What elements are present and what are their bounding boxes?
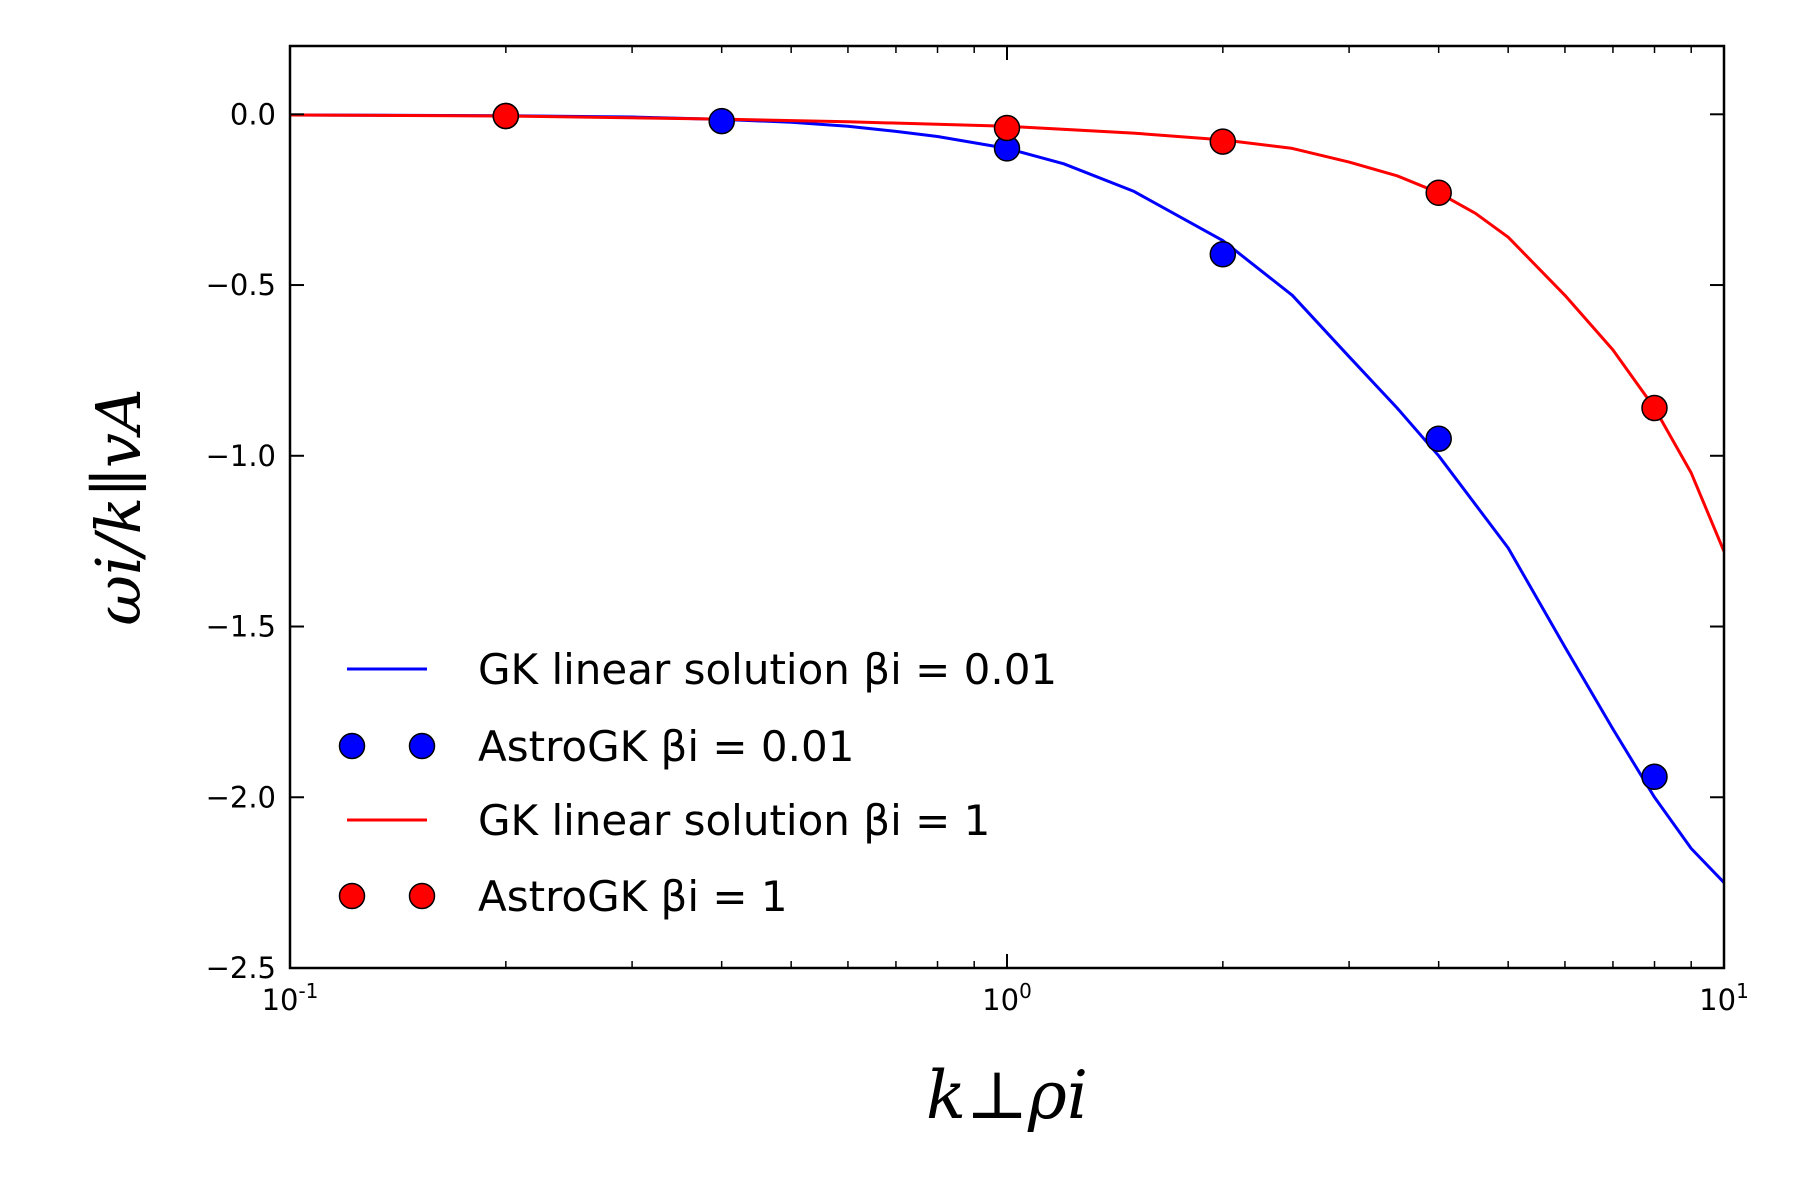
y-tick-labels: 0.0 −0.5 −1.0 −1.5 −2.0 −2.5 xyxy=(206,97,276,985)
y-tick-label-1: −0.5 xyxy=(206,268,276,302)
series-3-point-0 xyxy=(492,102,520,130)
series-1-point-5 xyxy=(1641,763,1668,791)
y-tick-label-2: −1.0 xyxy=(206,439,276,473)
y-tick-label-5: −2.5 xyxy=(206,951,276,985)
legend-label-blue-markers: AstroGK βi = 0.01 xyxy=(478,722,854,771)
legend-swatch-red-marker-1 xyxy=(338,882,366,910)
series-3-point-2 xyxy=(1209,128,1237,155)
plot-frame xyxy=(288,44,1726,970)
series-3-point-3 xyxy=(1425,179,1452,207)
series-3-point-4 xyxy=(1641,394,1668,422)
series-line-2 xyxy=(289,113,1726,552)
legend-label-red-line: GK linear solution βi = 1 xyxy=(478,796,990,845)
series-3-point-1 xyxy=(993,114,1021,142)
legend-label-red-markers: AstroGK βi = 1 xyxy=(478,872,788,921)
legend: GK linear solution βi = 0.01 AstroGK βi … xyxy=(338,645,1057,921)
legend-swatch-blue-marker-2 xyxy=(408,732,436,760)
series-1-point-1 xyxy=(708,107,735,135)
series-layer xyxy=(289,102,1726,884)
y-axis-label: ωi/k∥vA xyxy=(82,388,155,625)
series-1-point-4 xyxy=(1425,425,1452,452)
series-1-point-3 xyxy=(1209,241,1237,268)
x-tick-label-0: 10-1 xyxy=(262,979,319,1017)
y-tick-label-4: −2.0 xyxy=(206,780,276,814)
x-tick-label-2: 101 xyxy=(1699,979,1749,1017)
x-tick-label-1: 100 xyxy=(982,979,1032,1017)
legend-swatch-red-marker-2 xyxy=(408,882,436,910)
plot-area xyxy=(290,46,1724,968)
y-tick-label-0: 0.0 xyxy=(230,97,276,131)
legend-label-blue-line: GK linear solution βi = 0.01 xyxy=(478,645,1057,694)
x-tick-labels: 10-1 100 101 xyxy=(262,979,1749,1017)
y-tick-label-3: −1.5 xyxy=(206,610,276,644)
x-axis-label: k⊥ρi xyxy=(926,1057,1088,1134)
legend-swatch-blue-marker-1 xyxy=(338,732,366,760)
